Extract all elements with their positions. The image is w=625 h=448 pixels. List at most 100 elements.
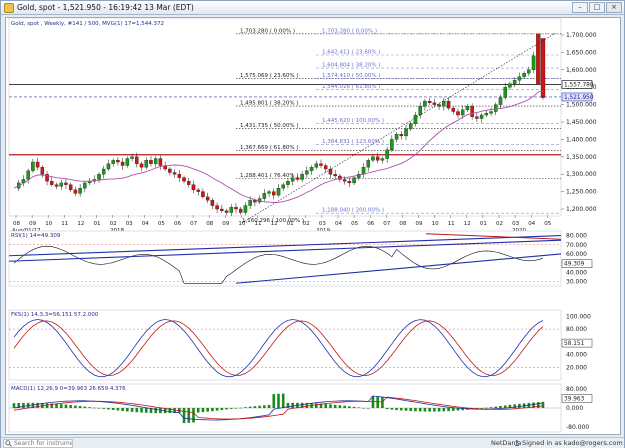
macd-hist-bar: [343, 405, 346, 408]
stoch-y-tick: 20.000: [566, 364, 587, 371]
macd-hist-bar: [324, 403, 328, 408]
y-tick-label: 1,600.000: [566, 67, 597, 74]
signed-in-status: Signed in as kado@rogers.com: [514, 439, 623, 447]
bull-candle: [413, 114, 418, 124]
bear-candle: [238, 208, 243, 213]
rsi-value-box: [561, 259, 593, 268]
macd-hist-bar: [333, 404, 337, 408]
macd-hist-bar: [234, 408, 238, 409]
rsi-divergence-line: [425, 233, 562, 240]
x-tick-label: 11: [448, 221, 455, 227]
minimize-button[interactable]: –: [572, 2, 588, 13]
macd-hist-bar: [475, 408, 479, 409]
user-label: Signed in as kado@rogers.com: [522, 439, 623, 447]
macd-hist-bar: [480, 408, 483, 409]
bull-candle: [385, 149, 389, 159]
chart-canvas[interactable]: Gold, spot , Weekly, #141 / 500, MVG(1) …: [6, 17, 622, 436]
macd-hist-bar: [173, 408, 176, 414]
macd-hist-bar: [253, 406, 257, 408]
bear-candle: [220, 208, 224, 211]
x-tick-label: 01: [94, 221, 101, 227]
macd-hist-bar: [286, 402, 290, 408]
close-button[interactable]: ×: [606, 2, 622, 13]
bear-candle: [149, 160, 153, 164]
fib-ext-label: 1,574.410 ( 50.00% ): [322, 73, 381, 79]
rsi-line: [13, 245, 544, 284]
bear-candle: [253, 200, 257, 203]
macd-hist-bar: [17, 402, 21, 408]
search-input[interactable]: [14, 439, 72, 447]
bull-candle: [97, 174, 101, 180]
macd-hist-bar: [385, 408, 389, 410]
rsi-trend-line: [8, 239, 562, 262]
macd-hist-bar: [404, 408, 408, 411]
bull-candle: [144, 160, 148, 168]
macd-hist-bar: [220, 408, 224, 411]
macd-hist-bar: [64, 404, 68, 408]
bull-candle: [286, 181, 290, 185]
bull-candle: [442, 100, 446, 107]
app-icon: [4, 2, 14, 13]
macd-hist-bar: [69, 405, 72, 408]
price-box-blue-label: 1,521.950: [564, 95, 594, 101]
macd-hist-bar: [239, 407, 243, 409]
x-tick-label: 01: [287, 221, 294, 227]
bear-candle: [446, 100, 451, 109]
bear-candle: [172, 172, 177, 175]
bull-candle: [130, 156, 134, 159]
x-tick-label: 06: [174, 221, 181, 227]
macd-hist-bar: [121, 408, 124, 411]
bear-candle: [40, 167, 45, 175]
x-tick-label: 06: [367, 221, 374, 227]
macd-value-label: 39.963: [564, 396, 585, 402]
bear-candle: [295, 177, 300, 180]
y-tick-label: 1,350.000: [566, 154, 597, 161]
bear-candle: [205, 196, 210, 201]
macd-value-box: [561, 394, 593, 403]
fib-level-label: 1,575.069 ( 23.60% ): [240, 73, 299, 79]
rsi-value-label: 49.309: [564, 262, 585, 268]
window-title: Gold, spot - 1,521.950 - 16:19:42 13 Mar…: [17, 3, 194, 12]
macd-y-tick: 80.000: [566, 386, 587, 393]
x-tick-label: 03: [512, 221, 519, 227]
price-candles: [16, 33, 546, 216]
bear-candle: [456, 111, 460, 116]
bull-candle: [489, 111, 493, 114]
title-bar[interactable]: Gold, spot - 1,521.950 - 16:19:42 13 Mar…: [1, 1, 624, 15]
macd-hist-bar: [277, 393, 280, 408]
macd-hist-bar: [305, 402, 309, 408]
macd-hist-bar: [126, 408, 129, 412]
bear-candle: [215, 205, 219, 210]
macd-hist-bar: [503, 405, 507, 408]
fib-level-label: 1,431.735 ( 50.00% ): [240, 123, 299, 129]
bear-candle: [191, 184, 196, 191]
macd-hist-bar: [508, 404, 512, 408]
instrument-search[interactable]: [3, 438, 73, 448]
bull-candle: [418, 106, 422, 116]
bull-candle: [366, 160, 370, 168]
bull-candle: [305, 170, 309, 175]
bull-candle: [352, 177, 356, 184]
chart-area[interactable]: Gold, spot , Weekly, #141 / 500, MVG(1) …: [5, 17, 621, 435]
bear-candle: [158, 158, 163, 166]
macd-hist-bar: [130, 408, 134, 412]
bear-candle: [45, 174, 49, 182]
bull-candle: [527, 69, 531, 74]
maximize-button[interactable]: □: [589, 2, 605, 13]
bear-candle: [347, 181, 352, 184]
rsi-y-tick: 60.000: [566, 251, 587, 258]
macd-hist-bar: [187, 408, 191, 423]
bear-candle: [224, 210, 229, 213]
bull-candle: [300, 174, 304, 180]
x-tick-label: 12: [77, 221, 84, 227]
x-tick-label: 05: [158, 221, 165, 227]
bull-candle: [309, 167, 314, 171]
macd-hist-bar: [272, 394, 276, 408]
price-box-black-label: 1,557.780: [564, 82, 594, 88]
x-tick-label: 08: [399, 221, 406, 227]
x-tick-label: 05: [544, 221, 551, 227]
macd-hist-bar: [433, 408, 436, 412]
x-tick-label: 01: [480, 221, 487, 227]
bear-candle: [201, 191, 205, 198]
bull-candle: [390, 139, 394, 151]
